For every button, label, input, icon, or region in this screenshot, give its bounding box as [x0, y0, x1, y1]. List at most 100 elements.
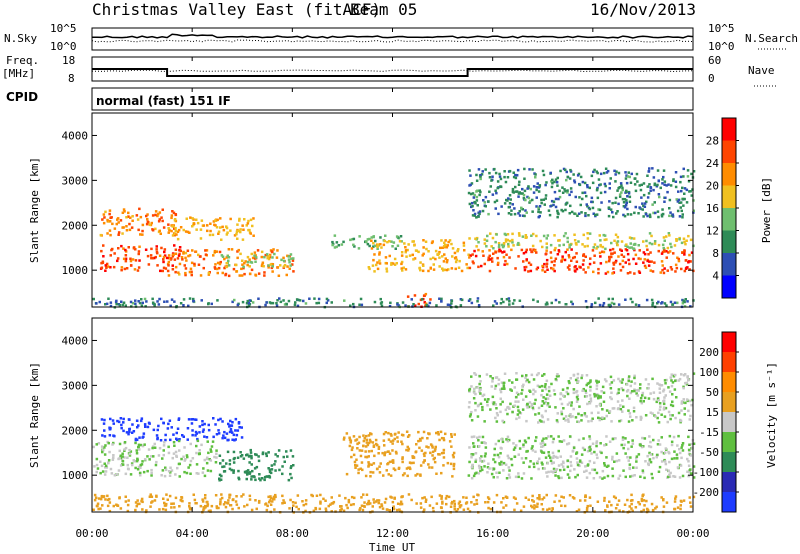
- velocity-cell: [470, 385, 473, 388]
- power-cell: [286, 254, 289, 258]
- velocity-cell: [394, 432, 397, 436]
- velocity-cell: [212, 435, 215, 439]
- velocity-cell: [524, 376, 527, 380]
- power-cell: [396, 303, 399, 306]
- velocity-cell: [630, 502, 633, 506]
- power-cell: [651, 303, 654, 307]
- velocity-cell: [557, 475, 560, 478]
- power-cell: [597, 271, 600, 275]
- power-cell: [373, 300, 377, 304]
- power-cell: [529, 263, 533, 266]
- velocity-cell: [528, 465, 531, 469]
- velocity-cell: [609, 396, 612, 399]
- velocity-cell: [560, 504, 563, 507]
- power-cell: [358, 235, 361, 238]
- power-cell: [225, 233, 229, 236]
- velocity-cell: [190, 422, 194, 425]
- colorbar-swatch: [722, 352, 736, 372]
- power-cell: [479, 177, 482, 181]
- power-cell: [475, 199, 479, 202]
- velocity-cell: [489, 408, 492, 411]
- velocity-cell: [572, 374, 576, 377]
- power-cell: [188, 270, 192, 274]
- velocity-cell: [122, 417, 125, 421]
- velocity-cell: [667, 475, 670, 479]
- velocity-cell: [687, 435, 690, 439]
- velocity-cell: [274, 453, 277, 456]
- power-cell: [269, 301, 273, 305]
- power-cell: [163, 300, 166, 303]
- power-cell: [634, 262, 638, 265]
- power-cell: [442, 260, 446, 263]
- velocity-cell: [141, 500, 144, 504]
- velocity-cell: [597, 396, 600, 400]
- velocity-cell: [96, 502, 100, 505]
- velocity-cell: [663, 396, 666, 399]
- power-cell: [557, 197, 560, 201]
- power-cell: [487, 200, 490, 203]
- power-cell: [573, 239, 577, 242]
- power-cell: [194, 250, 198, 253]
- velocity-cell: [574, 378, 578, 382]
- power-cell: [642, 251, 646, 254]
- velocity-cell: [626, 498, 629, 502]
- power-cell: [193, 264, 196, 267]
- colorbar-tick-label: 28: [706, 135, 719, 148]
- velocity-cell: [689, 454, 692, 457]
- velocity-cell: [576, 376, 579, 380]
- power-cell: [660, 215, 664, 218]
- power-cell: [115, 299, 118, 303]
- velocity-cell: [200, 443, 203, 447]
- velocity-cell: [162, 497, 165, 500]
- velocity-cell: [360, 504, 364, 507]
- velocity-cell: [146, 455, 149, 458]
- velocity-cell: [472, 442, 475, 445]
- power-cell: [470, 182, 474, 185]
- velocity-cell: [467, 474, 471, 477]
- velocity-cell: [589, 504, 592, 507]
- velocity-cell: [481, 405, 484, 409]
- power-cell: [642, 193, 646, 197]
- power-cell: [568, 256, 571, 259]
- velocity-cell: [649, 440, 652, 444]
- velocity-cell: [518, 447, 522, 450]
- power-cell: [524, 234, 528, 237]
- power-cell: [176, 257, 180, 260]
- power-cell: [487, 258, 490, 262]
- velocity-cell: [527, 436, 530, 440]
- power-cell: [214, 267, 217, 270]
- power-cell: [458, 259, 461, 263]
- power-cell: [171, 210, 174, 213]
- power-cell: [254, 260, 257, 263]
- power-cell: [380, 246, 383, 249]
- velocity-cell: [384, 497, 388, 501]
- velocity-cell: [162, 444, 166, 447]
- velocity-cell: [194, 430, 198, 434]
- power-cell: [497, 212, 500, 216]
- power-cell: [548, 213, 552, 217]
- velocity-cell: [234, 417, 238, 421]
- velocity-cell: [513, 508, 516, 512]
- power-cell: [227, 248, 231, 251]
- velocity-cell: [660, 496, 663, 499]
- velocity-cell: [172, 433, 175, 436]
- velocity-cell: [670, 443, 674, 447]
- power-cell: [502, 255, 506, 259]
- power-cell: [495, 191, 498, 195]
- power-cell: [182, 250, 185, 254]
- velocity-cell: [640, 401, 644, 405]
- power-cell: [275, 302, 278, 305]
- power-cell: [391, 262, 395, 265]
- velocity-cell: [257, 459, 261, 463]
- velocity-cell: [234, 429, 237, 432]
- power-cell: [671, 213, 675, 216]
- velocity-cell: [128, 430, 131, 433]
- power-cell: [570, 248, 573, 251]
- velocity-cell: [583, 499, 587, 502]
- velocity-cell: [603, 462, 606, 465]
- velocity-cell: [524, 457, 528, 460]
- velocity-cell: [223, 470, 227, 473]
- power-cell: [160, 216, 163, 219]
- velocity-cell: [174, 450, 178, 454]
- power-cell: [226, 254, 229, 258]
